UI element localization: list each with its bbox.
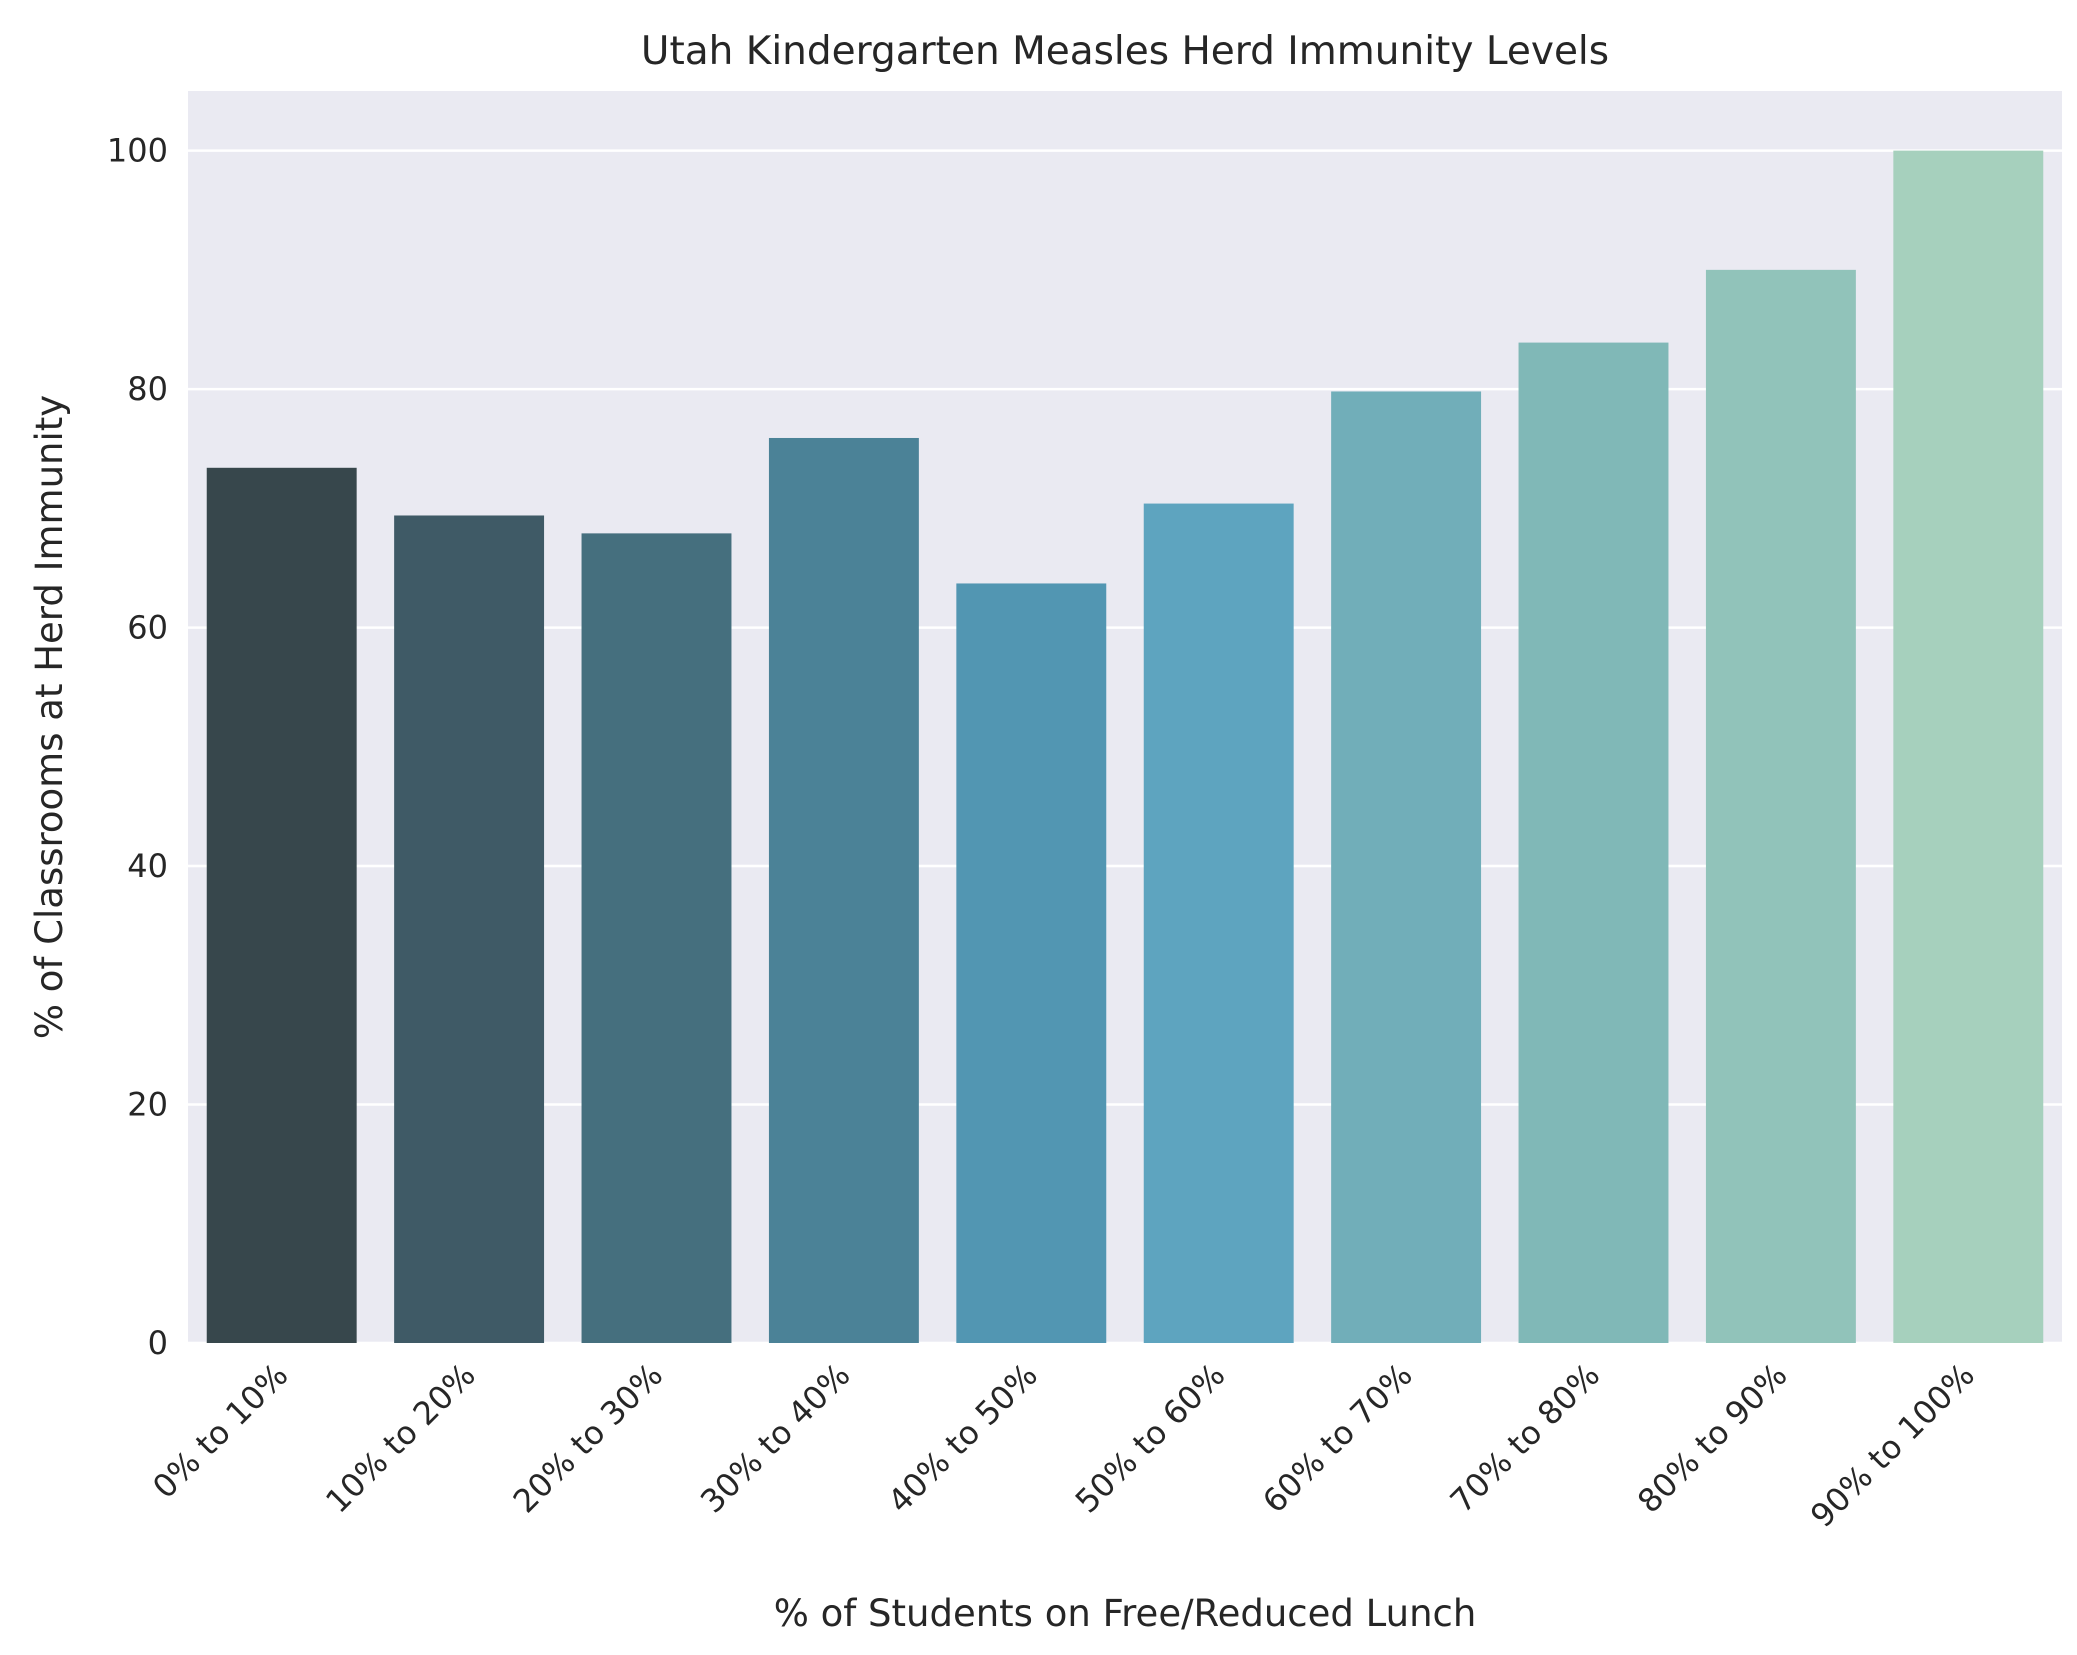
y-axis-title: % of Classrooms at Herd Immunity — [28, 395, 71, 1039]
y-tick-label: 80 — [127, 370, 168, 408]
chart-title: Utah Kindergarten Measles Herd Immunity … — [641, 29, 1609, 74]
bar — [581, 533, 732, 1343]
x-tick-label: 80% to 90% — [1630, 1356, 1795, 1521]
x-axis-ticks: 0% to 10% 10% to 20% 20% to 30% 30% to 40% 4… — [145, 1356, 1982, 1535]
y-tick-label: 40 — [127, 847, 168, 885]
y-axis-ticks: 0 20 40 60 80 100 — [107, 132, 168, 1362]
x-tick-label: 50% to 60% — [1068, 1356, 1233, 1521]
bar — [394, 515, 545, 1343]
bar — [1705, 269, 1856, 1343]
bar — [768, 437, 919, 1343]
bar — [206, 467, 357, 1344]
y-tick-label: 20 — [127, 1086, 168, 1124]
x-axis-title: % of Students on Free/Reduced Lunch — [774, 1592, 1477, 1635]
x-tick-label: 40% to 50% — [880, 1356, 1045, 1521]
bar — [1331, 391, 1482, 1344]
bar — [1893, 150, 2044, 1344]
bar — [956, 583, 1107, 1343]
bar — [1143, 503, 1294, 1343]
y-tick-label: 60 — [127, 609, 168, 647]
x-tick-label: 70% to 80% — [1443, 1356, 1608, 1521]
x-tick-label: 20% to 30% — [506, 1356, 671, 1521]
x-tick-label: 30% to 40% — [693, 1356, 858, 1521]
bar — [1518, 342, 1669, 1343]
x-tick-label: 0% to 10% — [145, 1356, 295, 1506]
y-tick-label: 0 — [148, 1324, 168, 1362]
x-tick-label: 90% to 100% — [1803, 1356, 1982, 1535]
x-tick-label: 10% to 20% — [318, 1356, 483, 1521]
bars — [206, 150, 2044, 1344]
x-tick-label: 60% to 70% — [1255, 1356, 1420, 1521]
y-tick-label: 100 — [107, 132, 168, 170]
